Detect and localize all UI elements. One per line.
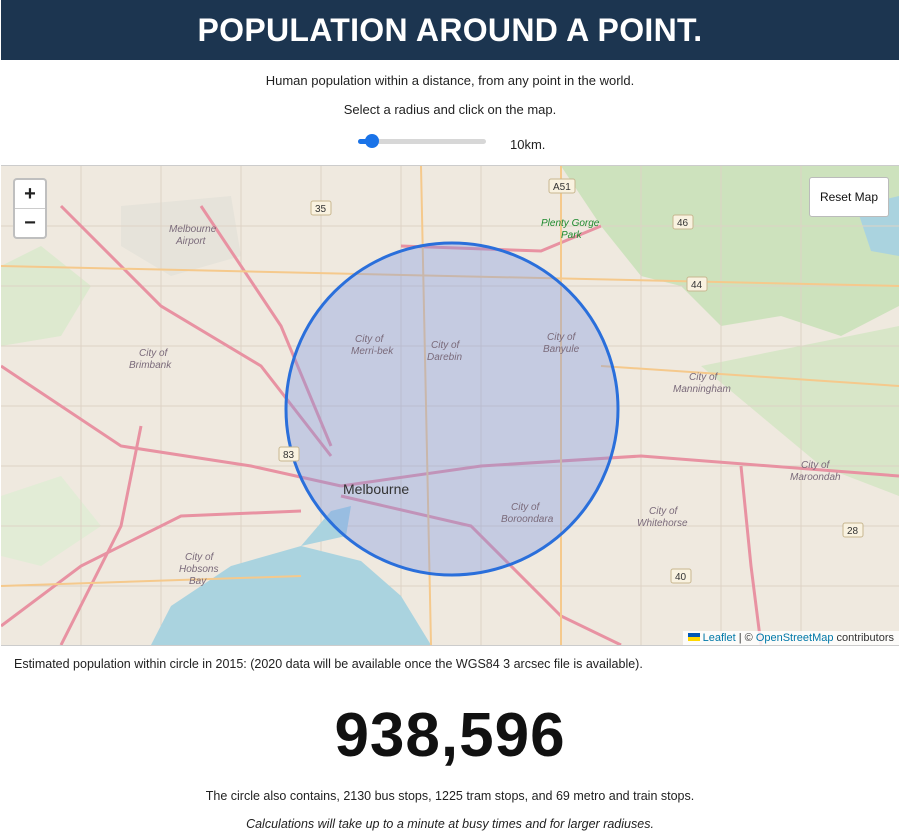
darebin-label-1: City of: [431, 340, 461, 351]
darebin-label-2: Darebin: [427, 352, 462, 363]
leaflet-link[interactable]: Leaflet: [702, 632, 736, 644]
shield-a51: A51: [553, 182, 571, 193]
zoom-in-button[interactable]: +: [24, 183, 36, 205]
intro-instructions: Select a radius and click on the map.: [343, 102, 557, 117]
hobsons-label-3: Bay: [189, 576, 207, 587]
ukraine-flag-icon: [687, 633, 700, 641]
population-count: 938,596: [334, 701, 566, 770]
page-header: POPULATION AROUND A POINT.: [1, 0, 899, 60]
radius-slider[interactable]: [358, 134, 486, 148]
radius-value: 10km.: [510, 137, 546, 152]
slider-thumb[interactable]: [365, 134, 379, 148]
shield-28: 28: [847, 526, 859, 537]
park-area: [1, 246, 91, 346]
route-shields: A51 35 46 44 83 28 40: [278, 178, 864, 584]
radius-circle[interactable]: [284, 241, 620, 577]
map-view[interactable]: Melbourne Airport City of Brimbank City …: [1, 165, 899, 646]
park-area: [1, 476, 101, 566]
park-labels: Plenty Gorge Park: [541, 218, 600, 241]
street-grid: [1, 166, 899, 645]
manningham-label-2: Manningham: [673, 384, 731, 395]
yarra-river-mouth: [301, 506, 351, 546]
plenty-label-1: Plenty Gorge: [541, 218, 600, 229]
map-attribution: Leaflet | © OpenStreetMap contributors: [682, 631, 899, 645]
hobsons-label-2: Hobsons: [179, 564, 218, 575]
whitehorse-label-2: Whitehorse: [637, 518, 688, 529]
map-labels: Melbourne Airport City of Brimbank City …: [129, 224, 841, 587]
map-tiles[interactable]: Melbourne Airport City of Brimbank City …: [1, 166, 899, 645]
main-roads: [1, 166, 899, 645]
banyule-label-2: Banyule: [543, 344, 580, 355]
plenty-label-2: Park: [561, 230, 583, 241]
merri-label-1: City of: [355, 334, 385, 345]
maroondah-label-2: Maroondah: [790, 472, 841, 483]
reset-map-button[interactable]: Reset Map: [808, 177, 889, 217]
shield-44: 44: [691, 280, 703, 291]
manningham-label-1: City of: [689, 372, 719, 383]
slider-track[interactable]: [358, 139, 486, 144]
zoom-out-button[interactable]: −: [15, 208, 45, 237]
whitehorse-label-1: City of: [649, 506, 679, 517]
zoom-control: + −: [13, 178, 47, 239]
estimate-text: Estimated population within circle in 20…: [14, 657, 643, 671]
banyule-label-1: City of: [547, 332, 577, 343]
shield-35: 35: [315, 204, 327, 215]
stops-summary: The circle also contains, 2130 bus stops…: [205, 789, 695, 803]
boroondara-label-1: City of: [511, 502, 541, 513]
airport-area: [121, 196, 241, 276]
airport-label-2: Airport: [175, 236, 207, 247]
port-phillip-bay: [151, 546, 431, 645]
page-title: POPULATION AROUND A POINT.: [197, 11, 703, 48]
motorways: [1, 204, 899, 645]
shield-40: 40: [675, 572, 687, 583]
osm-link[interactable]: OpenStreetMap: [755, 632, 834, 644]
boroondara-label-2: Boroondara: [501, 514, 554, 525]
park-area: [701, 326, 899, 496]
hobsons-label-1: City of: [185, 552, 215, 563]
merri-label-2: Merri-bek: [351, 346, 394, 357]
intro-description: Human population within a distance, from…: [265, 73, 635, 88]
shield-83: 83: [283, 450, 295, 461]
melbourne-label: Melbourne: [343, 481, 409, 497]
brimbank-label-1: City of: [139, 348, 169, 359]
maroondah-label-1: City of: [801, 460, 831, 471]
attribution-separator: | ©: [735, 632, 756, 644]
attribution-suffix: contributors: [833, 632, 894, 644]
brimbank-label-2: Brimbank: [129, 360, 172, 371]
shield-46: 46: [677, 218, 689, 229]
airport-label-1: Melbourne: [169, 224, 217, 235]
calculation-note: Calculations will take up to a minute at…: [246, 817, 654, 831]
